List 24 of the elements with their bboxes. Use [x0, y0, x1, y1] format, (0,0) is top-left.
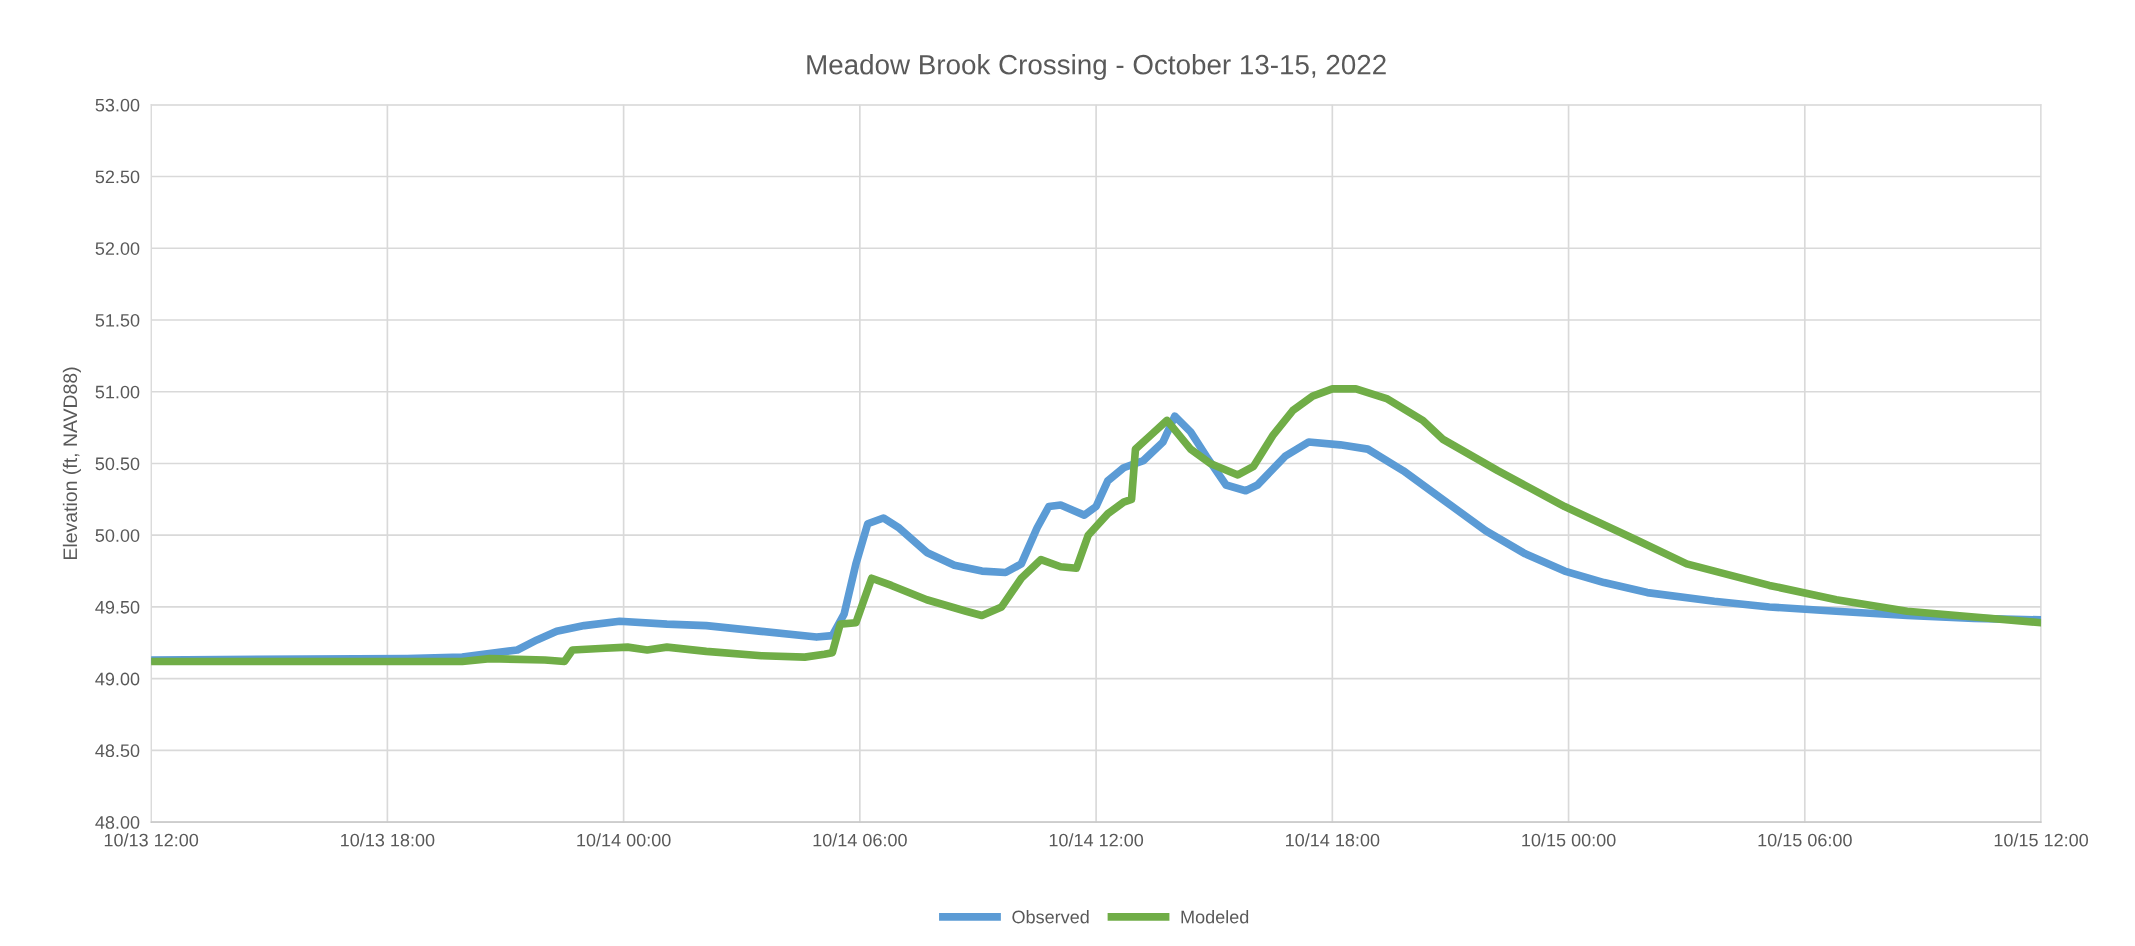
legend-label: Observed	[1012, 910, 1089, 924]
y-tick-label: 51.50	[95, 313, 140, 327]
y-tick-label: 52.00	[95, 242, 140, 255]
x-tick-label: 10/15 00:00	[1522, 833, 1616, 847]
x-tick-label: 10/15 06:00	[1758, 833, 1852, 847]
y-tick-label: 53.00	[95, 98, 140, 112]
x-tick-label: 10/13 18:00	[341, 833, 435, 847]
x-tick-label: 10/14 00:00	[577, 833, 671, 847]
y-tick-label: 48.50	[95, 744, 140, 758]
y-tick-label: 50.00	[95, 529, 140, 542]
x-tick-label: 10/15 12:00	[1994, 833, 2089, 847]
y-axis-title: Elevation (ft, NAVD88)	[62, 367, 81, 559]
legend-label: Modeled	[1181, 910, 1249, 924]
x-tick-label: 10/14 18:00	[1286, 833, 1380, 847]
chart-title: Meadow Brook Crossing - October 13-15, 2022	[807, 54, 1386, 81]
x-tick-label: 10/14 12:00	[1049, 833, 1144, 847]
x-tick-label: 10/14 06:00	[813, 833, 907, 847]
y-tick-label: 48.00	[95, 816, 140, 829]
y-tick-label: 49.50	[95, 600, 140, 614]
x-tick-label: 10/13 12:00	[104, 833, 199, 847]
y-tick-label: 52.50	[95, 170, 140, 184]
y-tick-label: 50.50	[95, 457, 140, 471]
y-tick-label: 49.00	[95, 672, 140, 686]
y-tick-label: 51.00	[95, 385, 140, 399]
